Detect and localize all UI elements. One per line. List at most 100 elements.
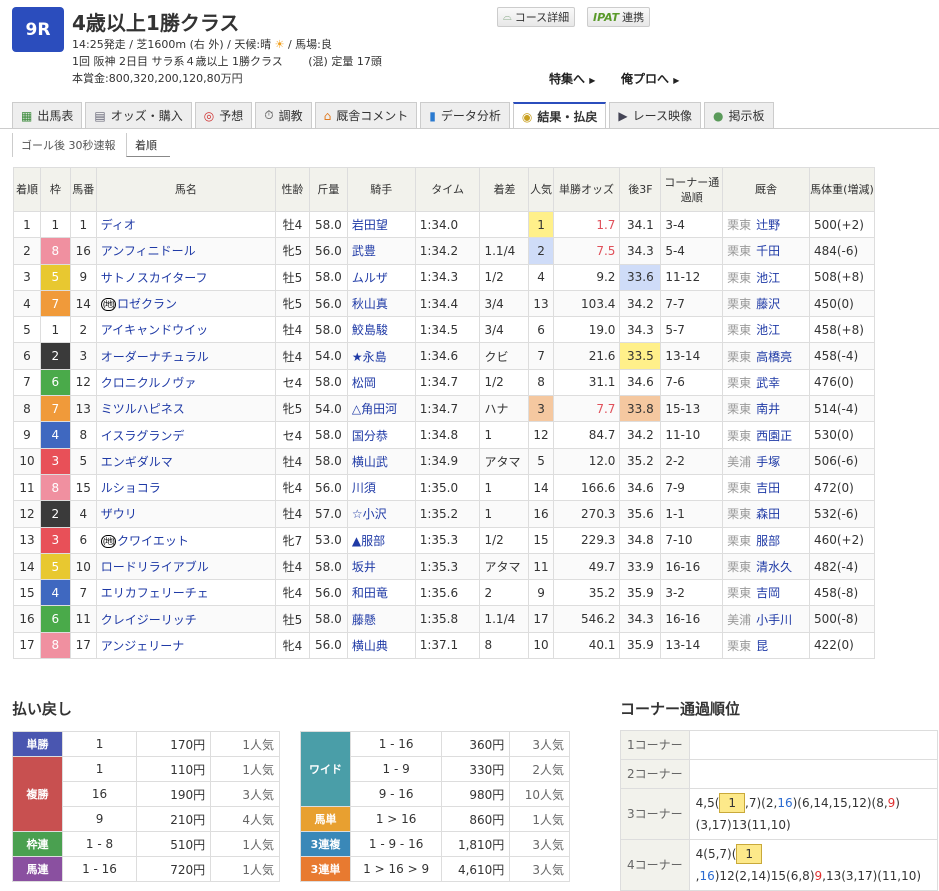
jockey-link[interactable]: 坂井 — [346, 552, 416, 581]
jockey-link[interactable]: ムルザ — [346, 263, 416, 291]
special-link-label: 特集へ — [549, 72, 586, 86]
corner-positions: 4(5,7)(1,16)12(2,14)15(6,8)9,13(3,17)(11… — [688, 839, 939, 891]
horse-name-link[interactable]: クロニクルノヴァ — [100, 375, 197, 390]
table-row: 17 8 17 アンジェリーナ 牝4 56.0 横山典 1:37.1 8 10 40.1 35.9 13… — [13, 631, 876, 660]
horse-name-link[interactable]: エリカフェリーチェ — [100, 586, 209, 601]
jockey-link[interactable]: 岩田望 — [346, 210, 416, 239]
corner-segment: ,7)(2, — [745, 796, 778, 810]
stable: 美浦 手塚 — [722, 447, 810, 475]
trainer-link[interactable]: 藤沢 — [756, 297, 781, 312]
finish-time: 1:34.5 — [414, 316, 481, 344]
horse-name-link[interactable]: サトノスカイターフ — [100, 270, 208, 285]
trainer-link[interactable]: 辻野 — [756, 218, 781, 233]
horse-name-link[interactable]: アイキャンドウイッ — [100, 323, 209, 338]
tab-7[interactable]: ▶ レース映像 — [609, 102, 702, 128]
subtab-goal-flash[interactable]: ゴール後 30秒速報 — [12, 133, 124, 157]
finish-time: 1:35.0 — [414, 473, 481, 502]
horse-name-link[interactable]: クレイジーリッチ — [100, 612, 197, 627]
horse-name-link[interactable]: イスラグランデ — [100, 428, 185, 443]
horse-number: 15 — [69, 473, 97, 502]
tab-0[interactable]: ▦ 出馬表 — [12, 102, 83, 128]
trainer-link[interactable]: 清水久 — [756, 560, 793, 574]
jockey-link[interactable]: 和田竜 — [346, 579, 416, 607]
finish-time: 1:34.7 — [414, 368, 481, 397]
trainer-link[interactable]: 千田 — [756, 244, 781, 259]
jockey-link[interactable]: 横山典 — [346, 631, 416, 660]
bet-type-2: 枠連 — [12, 831, 63, 857]
combination: 1 - 16 — [349, 731, 443, 757]
frame-number: 6 — [39, 605, 71, 633]
jockey-link[interactable]: ▲服部 — [346, 526, 416, 554]
jockey-link[interactable]: △角田河 — [346, 395, 416, 423]
tab-1[interactable]: ▤ オッズ・購入 — [85, 102, 192, 128]
bet-type-1: 複勝 — [12, 756, 63, 832]
bet-type-3: 3連単 — [300, 856, 351, 882]
frame-number: 7 — [39, 395, 71, 423]
finish-position: 12 — [13, 500, 41, 528]
trainer-link[interactable]: 吉岡 — [756, 586, 781, 601]
horse-name-link[interactable]: アンフィニドール — [100, 244, 196, 259]
trainer-link[interactable]: 池江 — [756, 323, 781, 338]
trainer-link[interactable]: 池江 — [756, 270, 781, 285]
horse-name-link[interactable]: オーダーナチュラル — [100, 349, 209, 364]
trainer-link[interactable]: 服部 — [756, 533, 781, 548]
tab-5[interactable]: ▮ データ分析 — [420, 102, 510, 128]
trainer-link[interactable]: 昆 — [756, 638, 769, 653]
trainer-link[interactable]: 西園正 — [756, 428, 793, 443]
special-link[interactable]: 特集へ ▶ — [549, 70, 595, 87]
combination: 1 > 16 > 9 — [349, 856, 443, 882]
trainer-link[interactable]: 高橋亮 — [756, 349, 793, 364]
jockey-link[interactable]: 横山武 — [346, 447, 416, 475]
horse-name-link[interactable]: ミツルハピネス — [100, 402, 185, 417]
margin: 8 — [479, 631, 530, 660]
payout-popularity: 3人気 — [509, 831, 570, 857]
jockey-link[interactable]: 鮫島駿 — [346, 316, 416, 344]
tab-3[interactable]: ⏱ 調教 — [255, 102, 312, 128]
horse-name-link[interactable]: ディオ — [100, 218, 136, 233]
jockey-link[interactable]: 川須 — [346, 473, 416, 502]
tab-6[interactable]: ◉ 結果・払戻 — [512, 102, 607, 129]
body-weight: 450(0) — [808, 289, 876, 318]
tab-2[interactable]: ◎ 予想 — [194, 102, 253, 128]
jockey-link[interactable]: 藤懸 — [346, 605, 416, 633]
trainer-link[interactable]: 森田 — [756, 507, 781, 522]
horse-name-link[interactable]: ルショコラ — [100, 481, 161, 496]
ipat-button[interactable]: IPAT 連携 — [587, 7, 651, 27]
payout-row: 3連複 1 - 9 - 16 1,810円 3人気 — [300, 831, 570, 857]
stable: 栗東 吉田 — [722, 473, 810, 502]
body-weight: 476(0) — [808, 368, 876, 397]
payout-table-left: 単勝 1 170円 1人気 複勝 1 110円 1人気 16 190円 3人気 9 210円 4人気 枠連 1… — [12, 731, 280, 882]
payout-amount: 360円 — [441, 731, 511, 757]
corner-order: 3-4 — [660, 210, 724, 239]
jockey-link[interactable]: 秋山真 — [346, 289, 416, 318]
horse-name: アンフィニドール — [95, 237, 276, 265]
header-cell: 馬番 — [69, 167, 97, 212]
payout-amount: 980円 — [441, 781, 511, 807]
horse-name-link[interactable]: ロゼクラン — [117, 297, 178, 312]
tab-4[interactable]: ⌂ 厩舎コメント — [314, 102, 418, 128]
subtab-finish-order[interactable]: 着順 — [126, 133, 170, 157]
course-icon: ⌓ — [503, 10, 512, 23]
horse-name-link[interactable]: ロードリライアブル — [100, 560, 209, 574]
horse-name-link[interactable]: クワイエット — [117, 533, 189, 548]
jockey-link[interactable]: 松岡 — [346, 368, 416, 397]
trainer-link[interactable]: 南井 — [756, 402, 781, 417]
course-detail-button[interactable]: ⌓ コース詳細 — [497, 7, 576, 27]
jockey-link[interactable]: 武豊 — [346, 237, 416, 265]
payout-amount: 210円 — [136, 806, 212, 832]
trainer-link[interactable]: 吉田 — [756, 481, 781, 496]
chat-icon: ● — [713, 108, 724, 123]
trainer-link[interactable]: 武幸 — [756, 375, 781, 390]
trainer-link[interactable]: 小手川 — [756, 612, 793, 627]
horse-name-link[interactable]: エンギダルマ — [100, 454, 173, 469]
tab-8[interactable]: ● 掲示板 — [704, 102, 774, 128]
horse-name: ルショコラ — [95, 473, 276, 502]
horse-name-link[interactable]: ザウリ — [100, 507, 137, 522]
payout-amount: 720円 — [136, 856, 212, 882]
jockey-link[interactable]: 国分恭 — [346, 421, 416, 449]
jockey-link[interactable]: ★永島 — [346, 342, 416, 370]
blog-link[interactable]: 俺プロへ ▶ — [621, 70, 679, 87]
trainer-link[interactable]: 手塚 — [756, 454, 781, 469]
horse-name-link[interactable]: アンジェリーナ — [100, 638, 185, 653]
jockey-link[interactable]: ☆小沢 — [346, 500, 416, 528]
